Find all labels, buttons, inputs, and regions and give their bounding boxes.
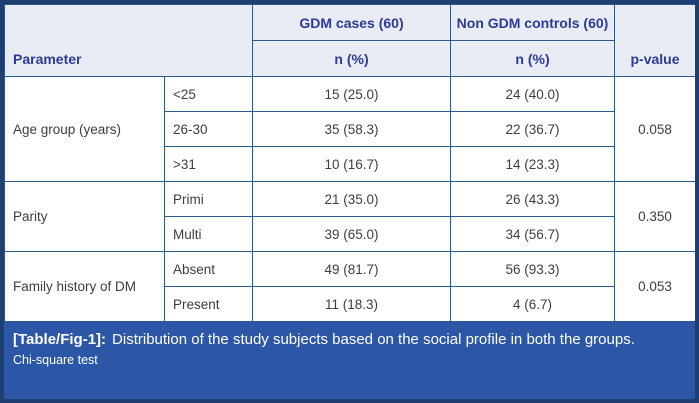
gdm-value-cell: 11 (18.3) [252,286,451,322]
figure-caption: [Table/Fig-1]: Distribution of the study … [13,329,683,350]
nongdm-value-cell: 56 (93.3) [450,251,615,287]
gdm-subheader-cell: n (%) [252,40,451,77]
nongdm-value-cell: 14 (23.3) [450,146,615,182]
table-row: Age group (years) <25 15 (25.0) 24 (40.0… [4,76,695,182]
nongdm-value-cell: 34 (56.7) [450,216,615,252]
category-cell: >31 [164,146,253,182]
parameter-cell: Parity [4,181,165,252]
study-table: Parameter GDM cases (60) Non GDM control… [4,4,696,322]
category-cell: Absent [164,251,253,287]
nongdm-group-header-cell: Non GDM controls (60) [450,4,615,41]
pvalue-cell: 0.058 [614,76,695,182]
table-row: Parity Primi 21 (35.0) 26 (43.3) 0.350 [4,181,695,252]
nongdm-value-cell: 22 (36.7) [450,111,615,147]
pvalue-cell: 0.053 [614,251,695,322]
gdm-value-cell: 10 (16.7) [252,146,451,182]
category-cell: Present [164,286,253,322]
parameter-header-cell: Parameter [4,4,253,77]
figure-caption-label: [Table/Fig-1]: [13,331,107,348]
header-row-groups: Parameter GDM cases (60) Non GDM control… [4,4,695,77]
gdm-value-cell: 39 (65.0) [252,216,451,252]
gdm-value-cell: 21 (35.0) [252,181,451,217]
gdm-value-cell: 49 (81.7) [252,251,451,287]
category-cell: Multi [164,216,253,252]
table-row: >31 10 (16.7) 14 (23.3) [5,146,696,182]
pvalue-header-cell: p-value [614,4,695,77]
nongdm-value-cell: 24 (40.0) [450,76,615,112]
nongdm-subheader-cell: n (%) [450,40,615,77]
nongdm-value-cell: 4 (6.7) [450,286,615,322]
gdm-group-header-cell: GDM cases (60) [252,4,451,41]
gdm-value-cell: 15 (25.0) [252,76,451,112]
category-cell: <25 [164,76,253,112]
pvalue-cell: 0.350 [614,181,695,252]
figure-caption-text: Distribution of the study subjects based… [112,331,635,348]
table-row: 26-30 35 (58.3) 22 (36.7) [5,111,696,147]
parameter-cell: Family history of DM [4,251,165,322]
table-row: Multi 39 (65.0) 34 (56.7) [5,216,696,252]
table-row: Family history of DM Absent 49 (81.7) 56… [4,251,695,322]
figure-caption-band: [Table/Fig-1]: Distribution of the study … [4,322,695,399]
parameter-cell: Age group (years) [4,76,165,182]
nongdm-value-cell: 26 (43.3) [450,181,615,217]
figure-footnote: Chi-square test [13,353,98,368]
gdm-value-cell: 35 (58.3) [252,111,451,147]
header-row-subheaders: n (%) n (%) [5,40,696,77]
table-row: Present 11 (18.3) 4 (6.7) [5,286,696,322]
category-cell: Primi [164,181,253,217]
category-cell: 26-30 [164,111,253,147]
